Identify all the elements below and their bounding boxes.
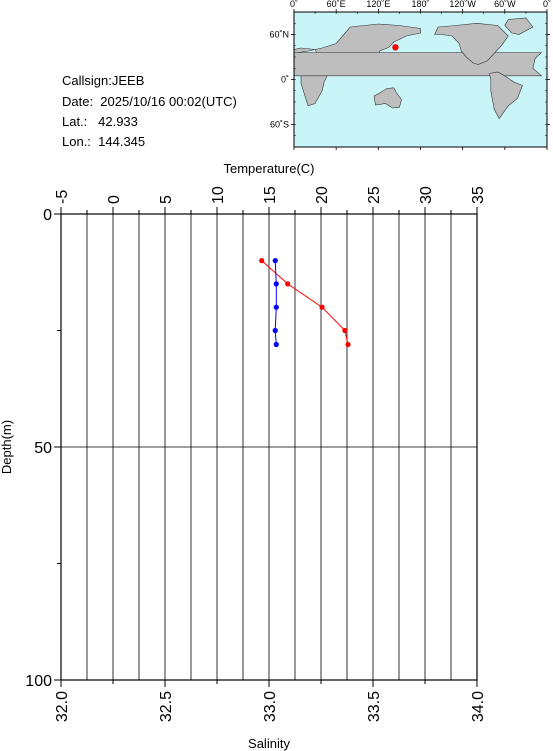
- salinity-tick-label: 32.0: [54, 691, 71, 722]
- depth-tick-label: 100: [25, 673, 52, 690]
- station-marker: [392, 44, 399, 51]
- map-land-australia: [373, 87, 402, 109]
- latitude-text: Lat.: 42.933: [62, 114, 138, 129]
- date-text: Date: 2025/10/16 00:02(UTC): [62, 94, 237, 109]
- plot-frame: [60, 213, 478, 681]
- depth-tick-label: 50: [34, 440, 52, 457]
- map-land-north-america: [434, 22, 509, 65]
- temperature-data-point: [345, 341, 351, 348]
- temperature-tick-label: 10: [210, 186, 227, 204]
- temperature-data-point: [259, 258, 265, 264]
- map-top-label: 0˚: [290, 0, 298, 9]
- salinity-data-point: [272, 258, 278, 264]
- map-top-label: 60˚W: [494, 0, 516, 9]
- salinity-tick-label: 32.5: [158, 691, 175, 722]
- map-lat-label: 60˚N: [269, 30, 289, 40]
- map-lat-label: 0˚: [281, 75, 289, 85]
- temperature-tick-label: 35: [470, 186, 487, 204]
- temperature-tick-label: 5: [158, 195, 175, 204]
- callsign-text: Callsign:JEEB: [62, 73, 145, 88]
- temperature-tick-label: 0: [106, 195, 123, 204]
- salinity-tick-label: 33.0: [262, 691, 279, 722]
- temperature-data-point: [319, 304, 325, 310]
- location-map: 0˚ 60˚E 120˚E 180˚ 120˚W 60˚W 0˚ 60˚N 0˚ 60˚S: [269, 0, 551, 150]
- salinity-data-point: [273, 341, 279, 348]
- longitude-text: Lon.: 144.345: [62, 134, 146, 149]
- temperature-tick-label: 30: [418, 186, 435, 204]
- map-top-label: 120˚W: [449, 0, 476, 9]
- temperature-tick-label: -5: [54, 190, 71, 204]
- salinity-axis-label: Salinity: [248, 736, 290, 751]
- temperature-tick-label: 20: [314, 186, 331, 204]
- map-top-label: 60˚E: [327, 0, 346, 9]
- salinity-data-point: [273, 304, 279, 310]
- salinity-data-point: [273, 281, 279, 287]
- map-land-greenland: [504, 17, 534, 35]
- temperature-tick-label: 25: [366, 186, 383, 204]
- temperature-axis-label: Temperature(C): [223, 161, 314, 176]
- salinity-data-point: [272, 327, 278, 334]
- map-land-south-america: [489, 71, 523, 120]
- salinity-tick-label: 33.5: [366, 691, 383, 722]
- temperature-tick-label: 15: [262, 186, 279, 204]
- temperature-data-point: [342, 327, 348, 334]
- salinity-tick-label: 34.0: [470, 691, 487, 722]
- map-lat-label: 60˚S: [270, 120, 289, 130]
- map-top-label: 120˚E: [366, 0, 390, 9]
- temperature-data-point: [285, 281, 291, 287]
- map-top-label: 0˚: [543, 0, 551, 9]
- depth-tick-label: 0: [43, 207, 52, 224]
- depth-axis-label: Depth(m): [0, 420, 14, 474]
- map-top-label: 180˚: [411, 0, 429, 9]
